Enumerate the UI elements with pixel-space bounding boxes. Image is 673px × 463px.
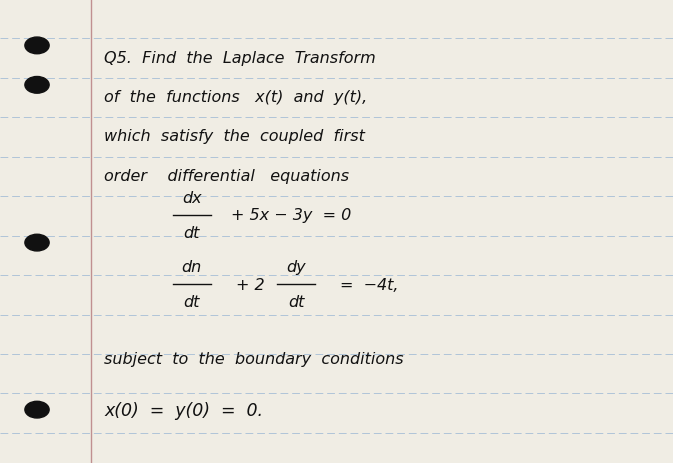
- Text: of  the  functions   x(t)  and  y(t),: of the functions x(t) and y(t),: [104, 90, 367, 105]
- Text: dt: dt: [184, 295, 200, 310]
- Text: dt: dt: [288, 295, 304, 310]
- Text: dt: dt: [184, 225, 200, 240]
- Circle shape: [25, 77, 49, 94]
- Circle shape: [25, 401, 49, 418]
- Text: subject  to  the  boundary  conditions: subject to the boundary conditions: [104, 351, 404, 366]
- Text: Q5.  Find  the  Laplace  Transform: Q5. Find the Laplace Transform: [104, 50, 376, 65]
- Circle shape: [25, 38, 49, 55]
- Text: + 5x − 3y  = 0: + 5x − 3y = 0: [231, 208, 351, 223]
- Text: dx: dx: [182, 190, 202, 205]
- Text: dn: dn: [182, 260, 202, 275]
- Text: order    differential   equations: order differential equations: [104, 169, 349, 183]
- Text: which  satisfy  the  coupled  first: which satisfy the coupled first: [104, 129, 365, 144]
- Text: x(0)  =  y(0)  =  0.: x(0) = y(0) = 0.: [104, 401, 263, 419]
- Text: + 2: + 2: [236, 277, 264, 292]
- Text: =  −4t,: = −4t,: [340, 277, 398, 292]
- Text: dy: dy: [286, 260, 306, 275]
- Circle shape: [25, 235, 49, 251]
